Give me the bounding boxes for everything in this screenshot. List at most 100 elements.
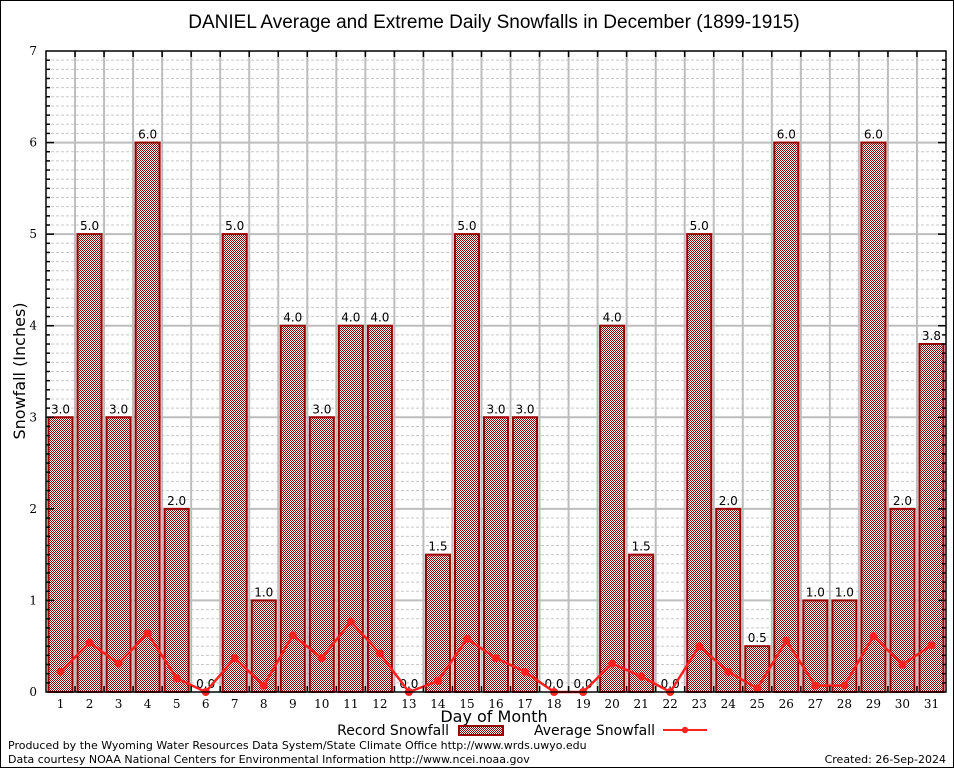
- legend-label-record: Record Snowfall: [337, 723, 449, 739]
- bar-label-day-4: 6.0: [138, 128, 157, 142]
- y-tick-label: 1: [29, 593, 37, 607]
- average-point-day-12: [375, 649, 384, 658]
- bar-day-3: [105, 416, 132, 693]
- x-tick-label: 18: [546, 697, 561, 711]
- average-point-day-21: [637, 672, 646, 681]
- x-tick-label: 15: [459, 697, 474, 711]
- bar-label-day-14: 1.5: [428, 540, 447, 554]
- bar-label-day-7: 5.0: [225, 219, 244, 233]
- average-point-day-5: [172, 674, 181, 683]
- x-tick-label: 9: [289, 697, 297, 711]
- x-tick-label: 5: [173, 697, 181, 711]
- x-tick-label: 22: [663, 697, 678, 711]
- y-tick-label: 7: [29, 44, 37, 58]
- bar-label-day-1: 3.0: [51, 402, 70, 416]
- x-tick-label: 17: [517, 697, 532, 711]
- y-tick-label: 4: [29, 319, 37, 333]
- footer-produced-by: Produced by the Wyoming Water Resources …: [8, 739, 587, 752]
- x-tick-label: 13: [401, 697, 416, 711]
- bar-day-17: [512, 416, 539, 693]
- bar-day-15: [453, 233, 480, 693]
- average-point-day-10: [317, 654, 326, 663]
- x-tick-label: 12: [372, 697, 387, 711]
- bar-label-day-25: 0.5: [748, 631, 767, 645]
- bar-day-21: [628, 553, 655, 694]
- bar-day-29: [860, 141, 887, 694]
- bar-label-day-11: 4.0: [341, 311, 360, 325]
- bar-label-day-31: 3.8: [922, 329, 941, 343]
- x-tick-label: 8: [260, 697, 268, 711]
- average-point-day-1: [56, 667, 65, 676]
- bar-day-16: [482, 416, 510, 693]
- x-tick-label: 27: [808, 697, 823, 711]
- average-point-day-24: [724, 667, 733, 676]
- bar-day-12: [366, 324, 393, 693]
- bar-label-day-20: 4.0: [603, 311, 622, 325]
- y-axis-ticks: 0 1 2 3 4 5 6 7: [29, 44, 946, 699]
- bar-label-day-24: 2.0: [719, 494, 738, 508]
- average-point-day-2: [85, 638, 94, 647]
- x-tick-label: 14: [430, 697, 446, 711]
- x-tick-label: 24: [721, 697, 737, 711]
- x-tick-label: 19: [575, 697, 590, 711]
- bar-label-day-23: 5.0: [690, 219, 709, 233]
- x-tick-label: 4: [144, 697, 152, 711]
- average-point-day-28: [840, 681, 849, 690]
- bar-day-11: [337, 324, 364, 693]
- bar-label-day-21: 1.5: [632, 540, 651, 554]
- x-tick-label: 20: [604, 697, 619, 711]
- bar-day-7: [221, 233, 248, 693]
- bar-day-5: [163, 507, 190, 693]
- bar-labels: 3.05.03.06.02.00.05.01.04.03.04.0 4.00.01…: [51, 128, 941, 691]
- x-tick-label: 31: [924, 697, 939, 711]
- x-axis-label: Day of Month: [440, 707, 547, 726]
- bar-label-day-17: 3.0: [515, 402, 534, 416]
- average-point-day-11: [346, 617, 355, 626]
- x-tick-label: 1: [57, 697, 65, 711]
- y-axis-label: Snowfall (Inches): [10, 302, 29, 439]
- bar-label-day-30: 2.0: [893, 494, 912, 508]
- bar-label-day-28: 1.0: [835, 585, 854, 599]
- average-point-day-3: [114, 659, 123, 668]
- bar-day-24: [715, 507, 742, 693]
- average-point-day-14: [433, 677, 442, 686]
- bar-day-4: [134, 141, 161, 694]
- legend: Record Snowfall Average Snowfall: [337, 723, 707, 739]
- bar-label-day-29: 6.0: [864, 128, 883, 142]
- bar-label-day-3: 3.0: [109, 402, 128, 416]
- bar-day-28: [831, 599, 858, 694]
- bar-label-day-15: 5.0: [457, 219, 476, 233]
- legend-marker-average: [681, 726, 689, 734]
- average-point-day-20: [608, 659, 617, 668]
- bar-label-day-10: 3.0: [312, 402, 331, 416]
- bar-day-20: [599, 324, 626, 693]
- footer-created-date: Created: 26-Sep-2024: [825, 753, 946, 766]
- bar-day-26: [773, 141, 800, 694]
- bar-label-day-9: 4.0: [283, 311, 302, 325]
- x-tick-label: 26: [779, 697, 794, 711]
- average-point-day-9: [288, 631, 297, 640]
- x-tick-label: 23: [692, 697, 707, 711]
- average-point-day-30: [898, 660, 907, 669]
- bar-label-day-12: 4.0: [370, 311, 389, 325]
- legend-label-average: Average Snowfall: [534, 723, 655, 739]
- average-point-day-17: [521, 667, 530, 676]
- average-point-day-4: [143, 629, 152, 638]
- x-tick-label: 6: [202, 697, 210, 711]
- y-tick-label: 3: [29, 410, 37, 424]
- bar-day-1: [47, 416, 74, 693]
- average-point-day-7: [230, 654, 239, 663]
- y-tick-label: 2: [29, 502, 37, 516]
- bar-day-9: [279, 324, 306, 693]
- y-tick-label: 0: [29, 685, 37, 699]
- bar-label-day-22: 0.0: [661, 677, 680, 691]
- x-tick-label: 30: [895, 697, 910, 711]
- legend-swatch-record: [458, 725, 504, 736]
- chart-title: DANIEL Average and Extreme Daily Snowfal…: [188, 12, 799, 33]
- x-tick-label: 25: [750, 697, 765, 711]
- x-axis-ticks: 1 2 3 4 5 6 7 8 9 10 11 12 13 14 15 16 17 18 19 20 21 22 23 24 2…: [57, 51, 939, 711]
- bar-day-14: [424, 553, 451, 694]
- average-point-day-15: [462, 634, 471, 643]
